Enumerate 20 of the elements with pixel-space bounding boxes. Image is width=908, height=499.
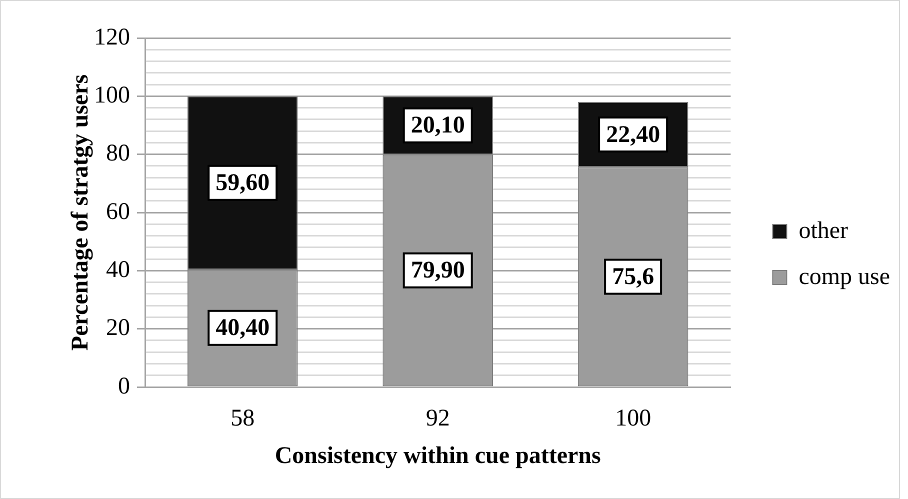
data-label: 22,40 xyxy=(606,122,660,148)
y-tick-label: 60 xyxy=(106,198,130,225)
data-label: 79,90 xyxy=(410,258,465,284)
data-label: 59,60 xyxy=(216,170,270,196)
legend-label: other xyxy=(798,218,848,244)
y-tick-label: 40 xyxy=(106,256,130,283)
y-tick-label: 80 xyxy=(106,140,130,167)
data-label: 20,10 xyxy=(410,112,465,139)
y-tick-label: 100 xyxy=(94,82,130,108)
y-tick-label: 20 xyxy=(106,315,130,342)
legend-label: comp use xyxy=(798,264,890,290)
y-tick-label: 0 xyxy=(118,373,130,400)
data-label: 40,40 xyxy=(216,315,270,342)
x-tick-label: 58 xyxy=(230,406,255,432)
x-tick-label: 100 xyxy=(615,406,652,432)
y-axis-title: Percentage of stratgy users xyxy=(68,74,94,351)
x-axis-title: Consistency within cue patterns xyxy=(274,442,601,469)
y-tick-label: 120 xyxy=(94,24,130,50)
data-label: 75,6 xyxy=(612,264,654,290)
x-tick-label: 92 xyxy=(426,406,450,432)
